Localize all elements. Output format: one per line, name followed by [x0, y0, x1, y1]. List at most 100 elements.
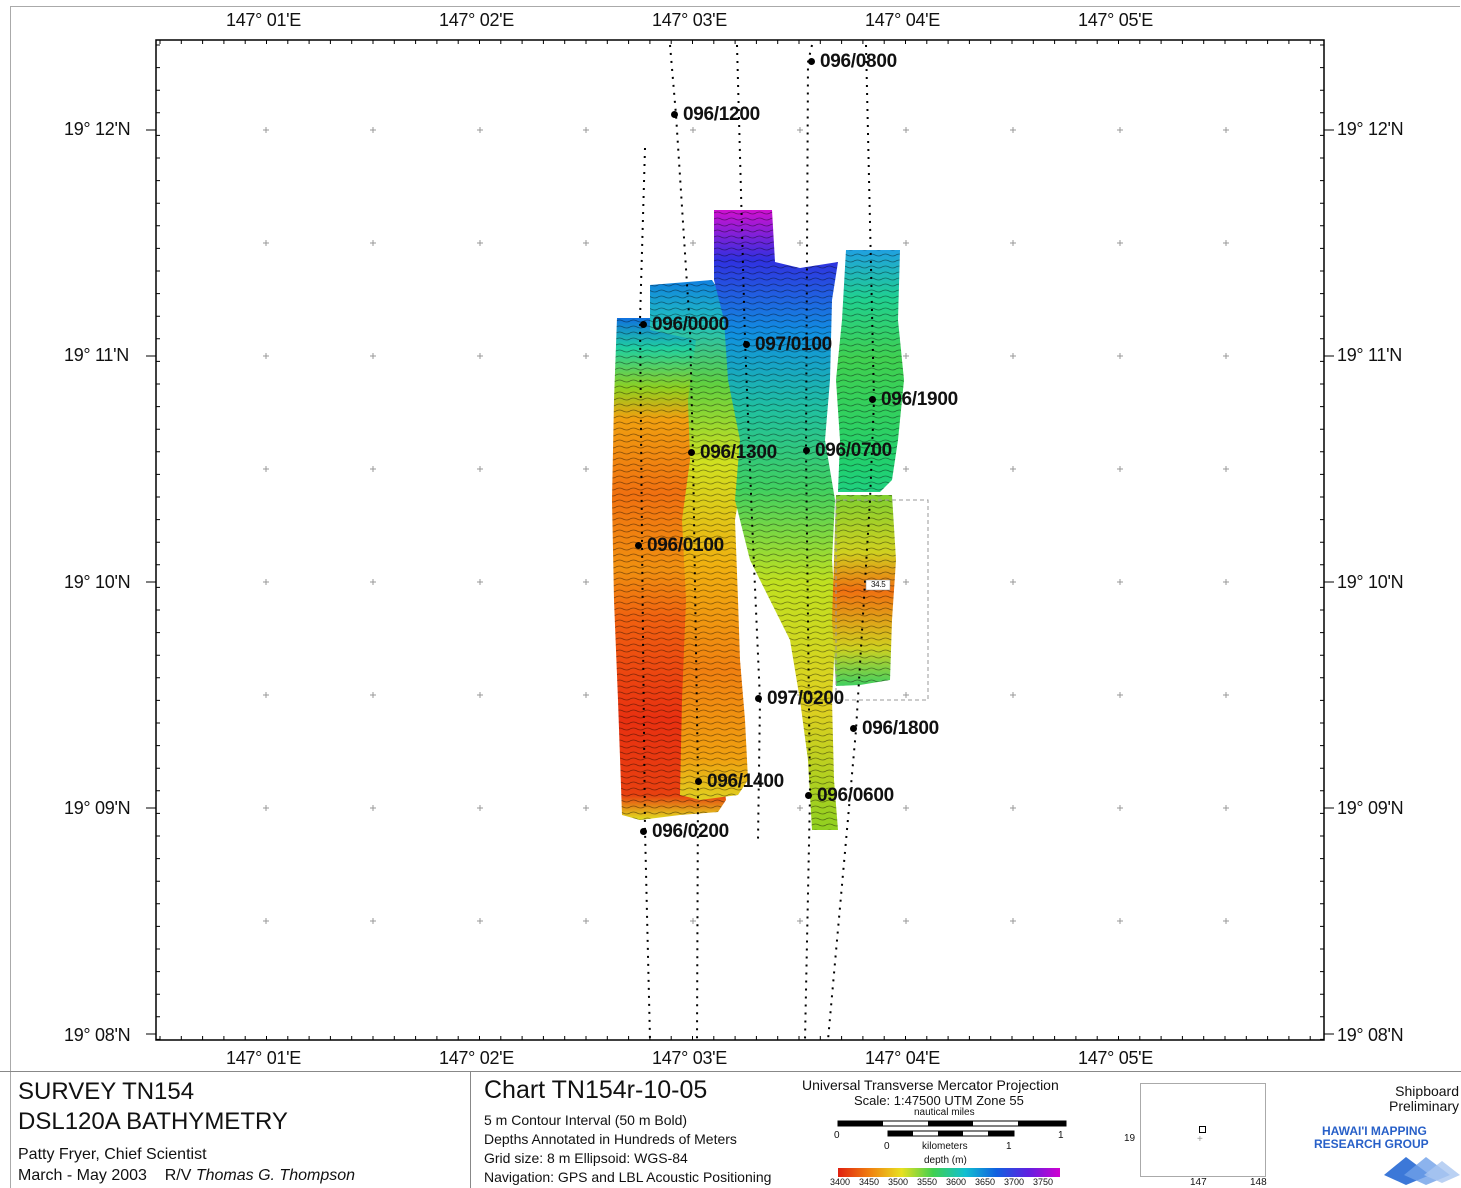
contour-interval: 5 m Contour Interval (50 m Bold)	[484, 1112, 688, 1128]
waypoint-dot	[808, 58, 815, 66]
waypoint: 096/0200	[640, 821, 729, 843]
tracklines	[638, 44, 876, 1041]
chart-title: Chart TN154r-10-05	[484, 1076, 708, 1104]
lat-label-left-2: 19° 11'N	[64, 345, 129, 365]
grid-cross	[1117, 127, 1123, 133]
waypoint-dot	[803, 447, 810, 455]
waypoint: 096/0700	[803, 440, 892, 462]
waypoint-dot	[850, 725, 857, 733]
grid-cross	[903, 353, 909, 359]
swath-mid-contours	[650, 280, 748, 800]
grid-cross	[477, 805, 483, 811]
grid-cross	[370, 127, 376, 133]
lat-label-right-3: 19° 10'N	[1337, 572, 1404, 592]
grid-cross	[263, 918, 269, 924]
waypoint: 096/0600	[805, 785, 894, 807]
grid-cross	[1117, 353, 1123, 359]
grid-cross	[370, 805, 376, 811]
waypoint: 096/1800	[850, 718, 939, 740]
grid-cross	[903, 692, 909, 698]
status-preliminary: Preliminary	[1388, 1098, 1459, 1114]
grid-cross	[690, 918, 696, 924]
grid-cross	[1223, 127, 1229, 133]
waypoint-dot	[805, 792, 812, 800]
grid-cross	[1010, 466, 1016, 472]
depth-tick-label: 3650	[975, 1177, 996, 1187]
lon-label-bottom-1: 147° 01'E	[226, 1048, 301, 1068]
inset-outline	[835, 499, 929, 701]
status-shipboard: Shipboard	[1395, 1083, 1459, 1099]
frame-top	[10, 6, 1460, 7]
grid-cross	[583, 805, 589, 811]
lon-label-top-1: 147° 01'E	[226, 10, 301, 30]
km-one: 1	[1006, 1141, 1012, 1152]
depth-tick-label: 3450	[859, 1177, 880, 1187]
hmrg-line1: HAWAI'I MAPPING	[1322, 1124, 1427, 1138]
grid-cross	[370, 918, 376, 924]
footer-divider	[0, 1071, 1461, 1072]
navigation-info: Navigation: GPS and LBL Acoustic Positio…	[484, 1169, 772, 1185]
inset-lon-2: 148	[1250, 1177, 1267, 1188]
depth-tick-label: 3700	[1004, 1177, 1025, 1187]
km-zero: 0	[884, 1141, 890, 1152]
grid-cross	[1010, 240, 1016, 246]
grid-cross	[583, 918, 589, 924]
lat-label-right-2: 19° 11'N	[1337, 345, 1402, 365]
waypoint: 096/1900	[869, 389, 958, 411]
grid-cross	[370, 240, 376, 246]
lon-label-bottom-5: 147° 05'E	[1078, 1048, 1153, 1068]
grid-cross	[263, 692, 269, 698]
grid-cross	[477, 240, 483, 246]
grid-cross	[1223, 692, 1229, 698]
survey-title: SURVEY TN154	[18, 1078, 195, 1105]
depth-marker-box	[865, 579, 891, 591]
lat-label-right-5: 19° 08'N	[1337, 1025, 1404, 1045]
grid-cross	[1010, 579, 1016, 585]
lon-label-bottom-2: 147° 02'E	[439, 1048, 514, 1068]
grid-cross	[477, 579, 483, 585]
inset-lon-1: 147	[1190, 1177, 1207, 1188]
grid-cross	[263, 127, 269, 133]
lon-label-bottom-3: 147° 03'E	[652, 1048, 727, 1068]
bathymetry-map	[146, 39, 1334, 1041]
depth-tick-label: 3400	[830, 1177, 851, 1187]
lat-label-left-4: 19° 09'N	[64, 798, 131, 818]
waypoint: 097/0200	[755, 688, 844, 710]
waypoint: 096/0800	[808, 51, 897, 73]
waypoint-dot	[755, 695, 762, 703]
grid-cross	[370, 466, 376, 472]
grid-cross	[1223, 466, 1229, 472]
waypoint-dot	[640, 828, 647, 836]
grid-cross	[797, 127, 803, 133]
grid-cross	[263, 240, 269, 246]
grid-cross	[903, 805, 909, 811]
grid-cross	[370, 692, 376, 698]
grid-cross	[903, 240, 909, 246]
grid-cross	[1223, 353, 1229, 359]
grid-size: Grid size: 8 m Ellipsoid: WGS-84	[484, 1150, 688, 1166]
nautical-miles-label: nautical miles	[914, 1107, 975, 1118]
grid-cross	[1117, 466, 1123, 472]
waypoint: 096/1300	[688, 442, 777, 464]
depth-tick-label: 3550	[917, 1177, 938, 1187]
hmrg-line2: RESEARCH GROUP	[1314, 1137, 1429, 1151]
survey-subtitle: DSL120A BATHYMETRY	[18, 1108, 288, 1135]
grid-cross	[477, 353, 483, 359]
waypoint: 096/1400	[695, 771, 784, 793]
projection: Universal Transverse Mercator Projection	[802, 1077, 1059, 1093]
grid-cross	[797, 240, 803, 246]
grid-cross	[1010, 692, 1016, 698]
swath-east-contours	[836, 250, 904, 492]
grid-cross	[1010, 918, 1016, 924]
grid-cross	[1117, 692, 1123, 698]
frame-ticks	[146, 40, 1334, 1040]
grid-cross	[903, 579, 909, 585]
grid-cross	[1117, 240, 1123, 246]
grid-cross	[583, 579, 589, 585]
footer-separator	[470, 1072, 471, 1188]
lon-label-top-4: 147° 04'E	[865, 10, 940, 30]
waypoint-dot	[695, 778, 702, 786]
map-frame	[155, 39, 1325, 1041]
lon-label-top-3: 147° 03'E	[652, 10, 727, 30]
grid-cross	[263, 805, 269, 811]
